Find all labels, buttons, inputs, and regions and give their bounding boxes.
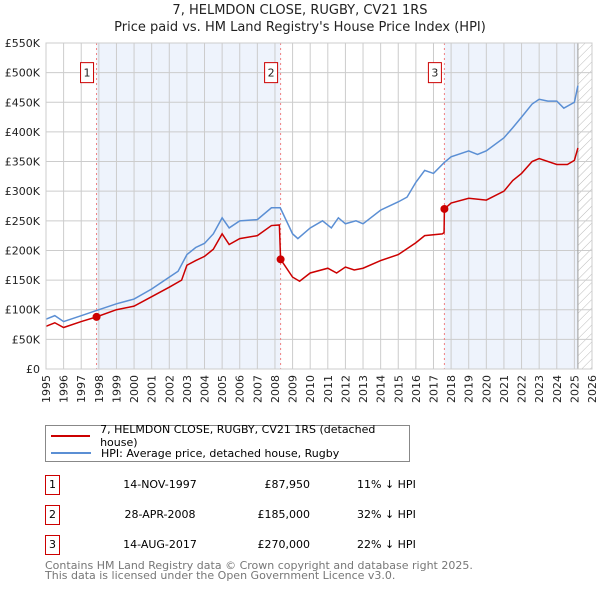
x-tick-label: 2005	[216, 375, 229, 403]
y-tick-label: £250K	[5, 215, 41, 228]
sale-row: 3 14-AUG-2017 £270,000 22% ↓ HPI	[45, 535, 465, 557]
x-tick-label: 2012	[339, 375, 352, 403]
x-tick-label: 2015	[392, 375, 405, 403]
x-tick-label: 1997	[75, 375, 88, 403]
legend-swatch-blue	[51, 452, 91, 454]
legend-item-hpi: HPI: Average price, detached house, Rugb…	[51, 445, 339, 461]
x-tick-label: 2011	[322, 375, 335, 403]
legend-item-property: 7, HELMDON CLOSE, RUGBY, CV21 1RS (detac…	[51, 423, 409, 449]
y-tick-label: £100K	[5, 304, 41, 317]
plot-frame	[45, 42, 593, 370]
x-tick-label: 2014	[375, 375, 388, 403]
sale-label-box	[264, 62, 279, 84]
x-tick-label: 1996	[58, 375, 71, 403]
sale-date: 28-APR-2008	[124, 508, 196, 521]
y-tick-label: £550K	[5, 37, 41, 50]
sale-date: 14-NOV-1997	[123, 478, 197, 491]
sale-badge: 1	[45, 475, 60, 495]
x-tick-label: 2007	[251, 375, 264, 403]
sale-label: 1	[84, 67, 91, 80]
y-tick-label: £200K	[5, 244, 41, 257]
sale-label: 3	[431, 67, 438, 80]
legend: 7, HELMDON CLOSE, RUGBY, CV21 1RS (detac…	[45, 423, 410, 462]
x-tick-label: 2020	[480, 375, 493, 403]
sale-badge: 2	[45, 505, 60, 525]
x-tick-label: 1995	[40, 375, 53, 403]
chart-title: 7, HELMDON CLOSE, RUGBY, CV21 1RS	[172, 3, 428, 18]
x-tick-label: 2024	[551, 375, 564, 403]
hpi-line	[45, 85, 579, 323]
sale-label: 2	[268, 67, 275, 80]
y-tick-label: £150K	[5, 274, 41, 287]
x-tick-label: 2002	[163, 375, 176, 403]
legend-label: 7, HELMDON CLOSE, RUGBY, CV21 1RS (detac…	[100, 423, 376, 449]
x-tick-label: 2001	[146, 375, 159, 403]
chart-subtitle: Price paid vs. HM Land Registry's House …	[114, 20, 486, 35]
property-price-line	[45, 147, 579, 329]
x-tick-label: 2016	[410, 375, 423, 403]
sale-price: £185,000	[257, 508, 311, 521]
x-tick-label: 2010	[304, 375, 317, 403]
sale-hpi-diff: 11% ↓ HPI	[357, 478, 416, 491]
x-tick-label: 2021	[498, 375, 511, 403]
shaded-period	[96, 43, 281, 369]
sale-date: 14-AUG-2017	[123, 538, 197, 551]
x-tick-label: 2008	[269, 375, 282, 403]
shaded-period	[444, 43, 578, 369]
footer-licence: This data is licensed under the Open Gov…	[45, 569, 396, 582]
x-tick-label: 2013	[357, 375, 370, 403]
y-tick-label: £400K	[5, 126, 41, 139]
sale-point	[440, 204, 449, 213]
sale-row: 1 14-NOV-1997 £87,950 11% ↓ HPI	[45, 475, 465, 497]
x-tick-label: 2025	[568, 375, 581, 403]
price-chart: 1995 1996 1997 1998 1999 2000 2001 2002 2003 2004…	[5, 37, 599, 403]
y-tick-label: £0	[26, 363, 40, 376]
sale-badge: 3	[45, 535, 60, 555]
footer-copyright: Contains HM Land Registry data © Crown c…	[45, 559, 473, 572]
x-tick-label: 2019	[463, 375, 476, 403]
sale-label-box	[80, 62, 95, 84]
x-tick-label: 2017	[427, 375, 440, 403]
legend-label: HPI: Average price, detached house, Rugb…	[101, 446, 340, 460]
y-tick-label: £500K	[5, 67, 41, 80]
sale-price: £87,950	[264, 478, 311, 491]
x-tick-label: 2000	[128, 375, 141, 403]
forecast-hatch	[577, 43, 592, 369]
x-tick-label: 2003	[181, 375, 194, 403]
legend-swatch-red	[51, 435, 91, 437]
sale-hpi-diff: 32% ↓ HPI	[357, 508, 416, 521]
x-tick-label: 1998	[93, 375, 106, 403]
y-tick-label: £350K	[5, 156, 41, 169]
y-tick-label: £450K	[5, 96, 41, 109]
sale-row: 2 28-APR-2008 £185,000 32% ↓ HPI	[45, 505, 465, 527]
sale-point	[92, 312, 101, 321]
x-tick-label: 2004	[199, 375, 212, 403]
x-tick-label: 2009	[287, 375, 300, 403]
sale-hpi-diff: 22% ↓ HPI	[357, 538, 416, 551]
sale-label-box	[427, 62, 442, 84]
sale-point	[276, 255, 285, 264]
x-tick-label: 2018	[445, 375, 458, 403]
sale-price: £270,000	[257, 538, 311, 551]
x-tick-label: 2022	[516, 375, 529, 403]
x-tick-label: 2026	[586, 375, 599, 403]
x-tick-label: 2006	[234, 375, 247, 403]
y-tick-label: £50K	[12, 333, 41, 346]
x-tick-label: 2023	[533, 375, 546, 403]
x-tick-label: 1999	[110, 375, 123, 403]
y-tick-label: £300K	[5, 185, 41, 198]
